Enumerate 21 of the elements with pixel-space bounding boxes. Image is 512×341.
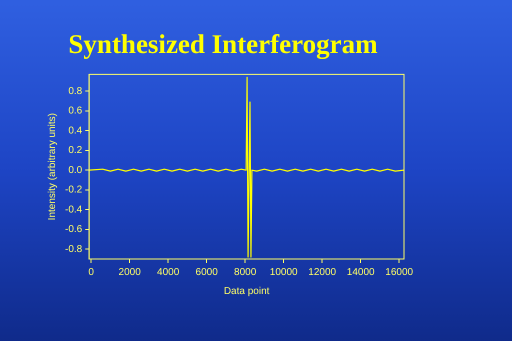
x-tick-label: 2000 — [118, 266, 142, 278]
y-tick-label: 0.8 — [68, 86, 83, 97]
y-tick-label: 0.2 — [68, 145, 83, 156]
y-tick-label: -0.4 — [64, 204, 83, 216]
x-tick-label: 6000 — [196, 266, 218, 278]
y-tick-label: 0.0 — [68, 164, 83, 176]
x-tick-label: 10000 — [270, 266, 298, 278]
x-tick-label: 0 — [88, 266, 94, 278]
x-tick-label: 4000 — [157, 266, 180, 278]
x-axis-title: Data point — [224, 286, 270, 297]
x-tick-label: 14000 — [346, 266, 376, 278]
y-tick-label: 0.4 — [68, 125, 83, 136]
x-tick-label: 8000 — [234, 266, 257, 278]
y-axis-title: Intensity (arbitrary units) — [46, 113, 58, 220]
chart-title: Synthesized Interferogram — [68, 29, 378, 60]
y-tick-label: -0.6 — [64, 224, 83, 236]
x-tick-label: 12000 — [308, 266, 337, 278]
y-tick-label: -0.2 — [64, 184, 83, 196]
y-tick-label: -0.8 — [64, 244, 83, 255]
y-tick-label: 0.6 — [68, 106, 83, 117]
x-tick-label: 16000 — [385, 266, 414, 278]
